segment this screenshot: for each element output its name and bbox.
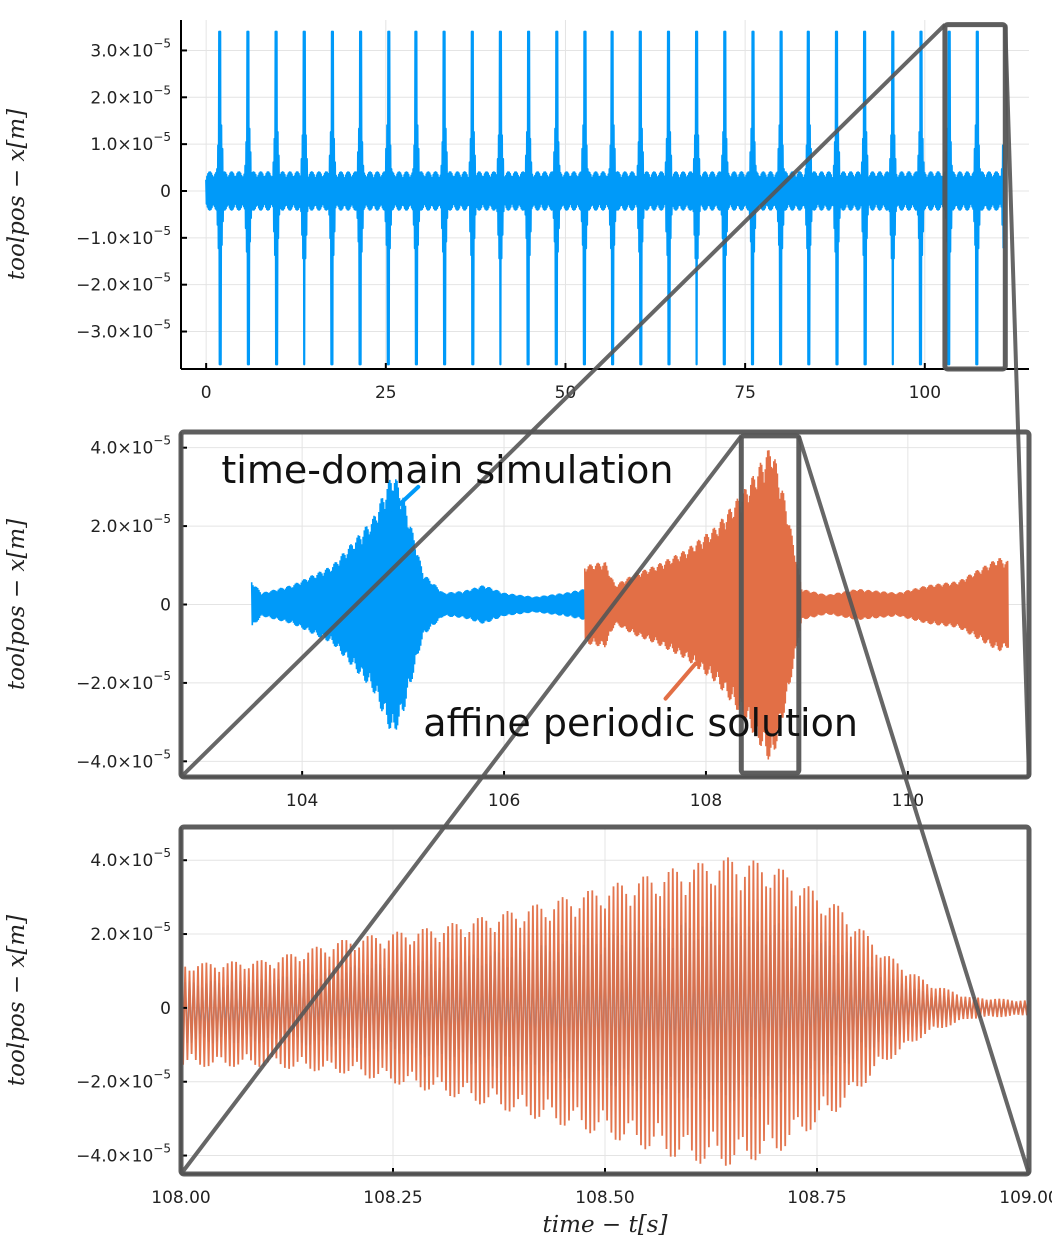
y-tick-exponent: −5 [153, 1142, 171, 1156]
zoom-top-target-frame [178, 429, 1032, 780]
x-tick-label: 108.50 [575, 1188, 634, 1208]
y-tick-exponent: −5 [153, 747, 171, 761]
x-tick-label: 110 [892, 791, 924, 811]
x-tick-label: 106 [488, 791, 520, 811]
zoom-layer [178, 22, 1032, 1177]
y-axis-label-top: toolpos − x[m] [4, 109, 30, 280]
annotation-time-domain-simulation: time-domain simulation [221, 448, 673, 492]
x-tick-label: 0 [201, 383, 212, 403]
zoom-top-connector-right [1003, 24, 1031, 778]
y-tick-exponent: −5 [153, 36, 171, 50]
x-tick-label: 108.75 [787, 1188, 846, 1208]
y-tick-exponent: −5 [153, 318, 171, 332]
zoom-middle-window [738, 433, 802, 776]
zoom-top-window [942, 22, 1008, 372]
zoom-middle-connector-right [796, 435, 1031, 1175]
x-tick-label: 75 [734, 383, 756, 403]
x-tick-label: 104 [286, 791, 318, 811]
x-tick-label: 108.00 [151, 1188, 210, 1208]
y-tick-exponent: −5 [153, 669, 171, 683]
y-tick-label: 3.0×10−5 [90, 36, 171, 61]
y-tick-exponent: −5 [153, 434, 171, 448]
x-tick-label: 100 [909, 383, 941, 403]
y-tick-exponent: −5 [153, 83, 171, 97]
x-tick-label: 108.25 [363, 1188, 422, 1208]
series-middle-time-domain [250, 479, 585, 730]
y-axis-label-middle: toolpos − x[m] [4, 519, 30, 690]
y-tick-label: 0 [160, 596, 171, 616]
y-tick-label: 4.0×10−5 [90, 434, 171, 459]
y-tick-exponent: −5 [153, 271, 171, 285]
y-axis-label-bottom: toolpos − x[m] [4, 915, 30, 1086]
x-axis-label-bottom: time − t[s] [543, 1212, 668, 1238]
y-tick-label: −2.0×10−5 [76, 1068, 171, 1093]
y-tick-label: −3.0×10−5 [76, 318, 171, 343]
y-tick-label: −2.0×10−5 [76, 669, 171, 694]
series-bottom-affine [180, 857, 1030, 1166]
x-tick-label: 50 [555, 383, 577, 403]
y-tick-exponent: −5 [153, 130, 171, 144]
annotation-affine-periodic-solution: affine periodic solution [423, 701, 858, 745]
y-tick-label: 2.0×10−5 [90, 512, 171, 537]
y-tick-label: −1.0×10−5 [76, 224, 171, 249]
zoom-middle-connector-left [179, 434, 743, 1176]
zoom-top-connector-left [179, 23, 947, 779]
y-tick-label: 4.0×10−5 [90, 846, 171, 871]
y-tick-label: 0 [160, 182, 171, 202]
y-tick-label: −4.0×10−5 [76, 747, 171, 772]
y-tick-label: −4.0×10−5 [76, 1142, 171, 1167]
series-top-time-domain [205, 30, 1005, 366]
text-layer: time-domain simulation affine periodic s… [4, 109, 858, 1238]
y-tick-label: 2.0×10−5 [90, 83, 171, 108]
y-tick-exponent: −5 [153, 512, 171, 526]
y-tick-exponent: −5 [153, 920, 171, 934]
x-tick-label: 25 [375, 383, 397, 403]
y-tick-label: 1.0×10−5 [90, 130, 171, 155]
x-tick-label: 108 [690, 791, 722, 811]
y-tick-exponent: −5 [153, 224, 171, 238]
zoom-middle-target-frame [178, 824, 1032, 1177]
y-tick-label: −2.0×10−5 [76, 271, 171, 296]
x-tick-label: 109.00 [999, 1188, 1052, 1208]
y-tick-exponent: −5 [153, 1068, 171, 1082]
y-tick-exponent: −5 [153, 846, 171, 860]
y-tick-label: 0 [160, 999, 171, 1019]
y-tick-label: 2.0×10−5 [90, 920, 171, 945]
series-layer [180, 30, 1030, 1166]
annotation-pointer [663, 661, 698, 701]
annotation-pointer [391, 484, 421, 513]
